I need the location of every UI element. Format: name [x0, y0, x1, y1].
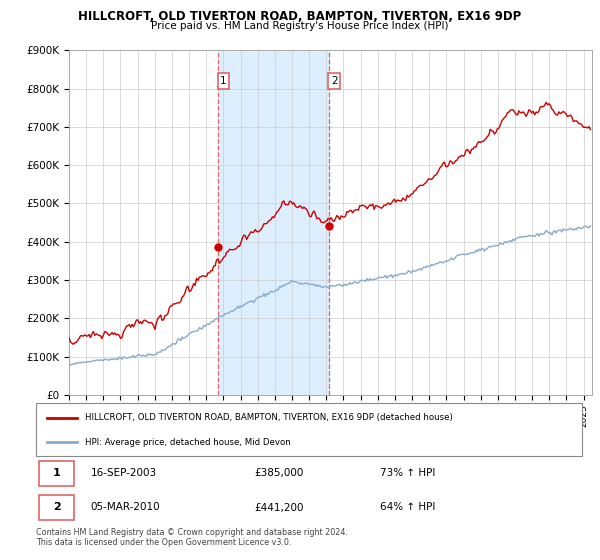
Text: Price paid vs. HM Land Registry's House Price Index (HPI): Price paid vs. HM Land Registry's House …: [151, 21, 449, 31]
Text: HILLCROFT, OLD TIVERTON ROAD, BAMPTON, TIVERTON, EX16 9DP (detached house): HILLCROFT, OLD TIVERTON ROAD, BAMPTON, T…: [85, 413, 453, 422]
Text: 2: 2: [331, 76, 338, 86]
Text: 1: 1: [53, 468, 61, 478]
Text: 05-MAR-2010: 05-MAR-2010: [91, 502, 160, 512]
Text: 16-SEP-2003: 16-SEP-2003: [91, 468, 157, 478]
Text: £441,200: £441,200: [254, 502, 304, 512]
Text: 73% ↑ HPI: 73% ↑ HPI: [380, 468, 436, 478]
Bar: [39, 495, 74, 520]
Text: HPI: Average price, detached house, Mid Devon: HPI: Average price, detached house, Mid …: [85, 437, 291, 446]
Text: HILLCROFT, OLD TIVERTON ROAD, BAMPTON, TIVERTON, EX16 9DP: HILLCROFT, OLD TIVERTON ROAD, BAMPTON, T…: [79, 10, 521, 23]
Text: 64% ↑ HPI: 64% ↑ HPI: [380, 502, 436, 512]
Text: 2: 2: [53, 502, 61, 512]
Text: £385,000: £385,000: [254, 468, 304, 478]
Text: 1: 1: [220, 76, 227, 86]
Bar: [39, 461, 74, 486]
Text: Contains HM Land Registry data © Crown copyright and database right 2024.
This d: Contains HM Land Registry data © Crown c…: [36, 528, 348, 547]
Bar: [218, 50, 329, 395]
